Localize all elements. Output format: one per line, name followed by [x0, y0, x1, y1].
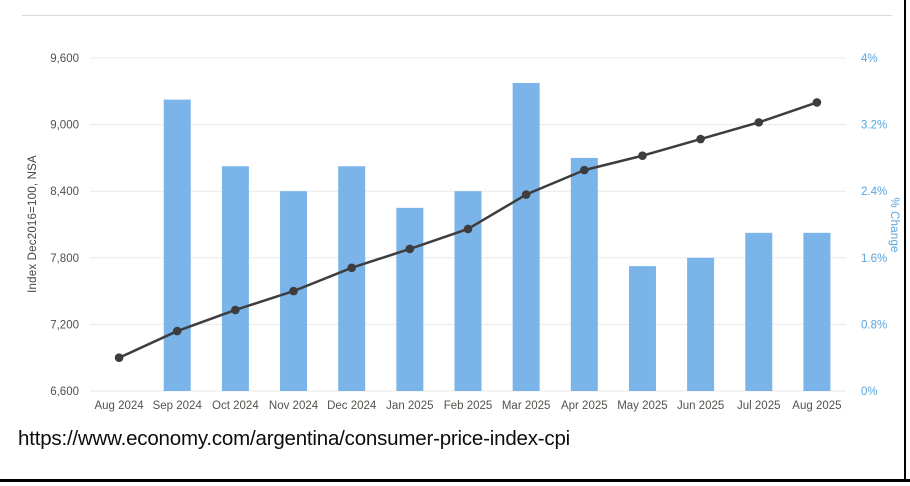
left-axis-title: Index Dec2016=100, NSA	[27, 155, 39, 293]
line-point-apr-2025[interactable]	[580, 165, 589, 175]
line-point-nov-2024[interactable]	[289, 286, 298, 296]
cpi-chart-canvas: 6,600 0% 7,200 0.8% 7,800 1.6% 8,400 2.4% 9,000 3…	[50, 53, 887, 412]
right-axis-tick: 0%	[861, 386, 878, 398]
bar-aug-2025[interactable]	[803, 232, 831, 391]
right-border-line	[904, 0, 906, 482]
line-point-sep-2024[interactable]	[172, 326, 182, 336]
bar-oct-2024[interactable]	[221, 166, 249, 391]
x-axis-label: Jan 2025	[386, 400, 433, 412]
line-point-feb-2025[interactable]	[463, 224, 473, 234]
line-point-jul-2025[interactable]	[754, 118, 764, 127]
x-axis-label: May 2025	[617, 400, 668, 412]
right-axis-tick: 2.4%	[861, 186, 887, 198]
left-axis-tick: 9,000	[50, 120, 79, 132]
x-axis-label: Jun 2025	[677, 400, 724, 412]
bar-jun-2025[interactable]	[687, 257, 715, 391]
x-axis-label: Aug 2025	[792, 400, 841, 412]
bar-dec-2024[interactable]	[338, 166, 366, 391]
card-top-border	[22, 15, 892, 16]
line-point-aug-2025[interactable]	[812, 98, 822, 107]
bottom-border-line	[0, 479, 910, 482]
x-axis-label: Nov 2024	[269, 400, 319, 412]
right-axis-tick: 4%	[861, 53, 878, 65]
bar-jul-2025[interactable]	[745, 232, 773, 391]
bar-apr-2025[interactable]	[570, 157, 598, 391]
right-axis-tick: 3.2%	[861, 120, 887, 132]
x-axis-label: Aug 2024	[94, 400, 144, 412]
line-point-dec-2024[interactable]	[347, 263, 356, 273]
right-axis-tick: 0.8%	[861, 319, 887, 331]
left-axis-tick: 8,400	[50, 186, 79, 198]
cpi-chart: Index Dec2016=100, NSA 6,600 0% 7,200 0.8% 7…	[27, 53, 900, 412]
x-axis-label: Jul 2025	[737, 400, 780, 412]
left-axis-tick: 7,200	[50, 319, 79, 331]
line-point-aug-2024[interactable]	[114, 353, 124, 363]
x-axis-label: Dec 2024	[327, 400, 377, 412]
line-point-oct-2024[interactable]	[231, 305, 240, 315]
right-axis-tick: 1.6%	[861, 253, 887, 265]
source-url: https://www.economy.com/argentina/consum…	[18, 427, 570, 450]
x-axis-label: Apr 2025	[561, 400, 608, 412]
bar-sep-2024[interactable]	[163, 99, 191, 391]
bar-may-2025[interactable]	[628, 266, 656, 391]
x-axis-label: Oct 2024	[212, 400, 259, 412]
line-point-mar-2025[interactable]	[521, 190, 531, 199]
bar-mar-2025[interactable]	[512, 82, 540, 391]
line-point-jun-2025[interactable]	[696, 134, 705, 144]
x-axis-label: Feb 2025	[444, 400, 493, 412]
x-axis-label: Sep 2024	[153, 400, 203, 412]
right-axis-title: % Change	[888, 197, 900, 253]
bar-feb-2025[interactable]	[454, 191, 482, 391]
left-axis-tick: 7,800	[50, 253, 79, 265]
line-point-may-2025[interactable]	[638, 151, 647, 160]
left-axis-tick: 6,600	[50, 386, 79, 398]
x-axis-label: Mar 2025	[502, 400, 551, 412]
bar-jan-2025[interactable]	[396, 207, 424, 391]
line-point-jan-2025[interactable]	[405, 244, 415, 254]
left-axis-tick: 9,600	[50, 53, 79, 65]
